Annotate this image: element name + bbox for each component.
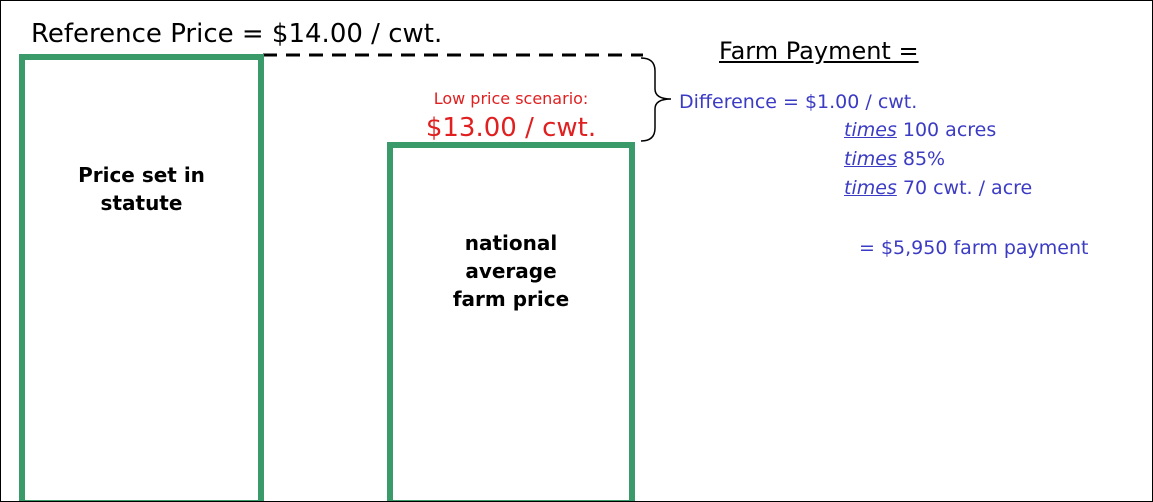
- factor: times 85%: [844, 148, 945, 170]
- factor-text: 70 cwt. / acre: [902, 177, 1033, 199]
- market-box-label: national average farm price: [387, 229, 635, 313]
- scenario-price: $13.00 / cwt.: [425, 113, 597, 143]
- reference-price: Reference Price = $14.00 / cwt.: [31, 19, 443, 49]
- label-line: average: [465, 259, 557, 283]
- factor-word: times: [844, 148, 897, 170]
- result: = $5,950 farm payment: [859, 237, 1089, 259]
- difference: Difference = $1.00 / cwt.: [679, 91, 918, 113]
- factor-text: 85%: [902, 148, 946, 170]
- reference-box: [19, 54, 264, 501]
- factor: times 100 acres: [844, 119, 996, 141]
- factor-word: times: [844, 119, 897, 141]
- factor-text: 100 acres: [902, 119, 997, 141]
- farm-payment-heading: Farm Payment =: [719, 37, 919, 65]
- label-line: national: [464, 231, 558, 255]
- label-line: statute: [100, 191, 183, 215]
- factor: times 70 cwt. / acre: [844, 177, 1032, 199]
- reference-box-label: Price set in statute: [19, 161, 264, 217]
- market-box: [387, 142, 635, 501]
- brace: [640, 57, 672, 142]
- label-line: farm price: [452, 287, 570, 311]
- label-line: Price set in: [78, 163, 205, 187]
- scenario-caption: Low price scenario:: [433, 89, 589, 108]
- factor-word: times: [844, 177, 897, 199]
